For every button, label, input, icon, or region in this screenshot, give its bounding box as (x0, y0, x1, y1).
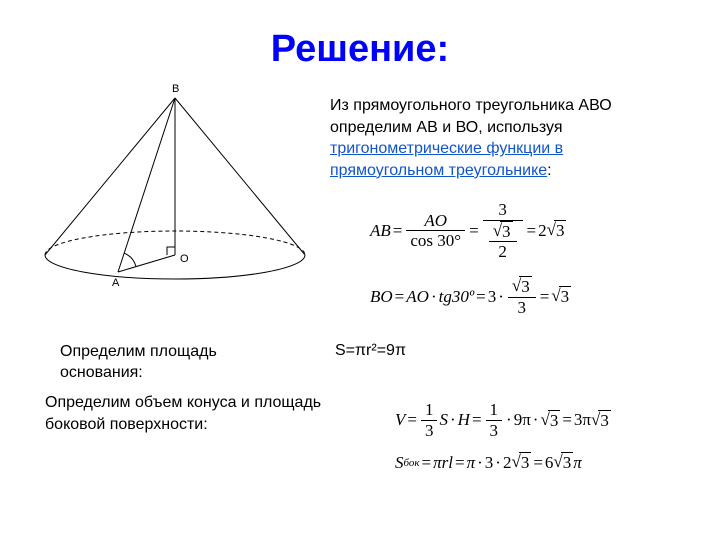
explain-colon: : (547, 162, 551, 179)
AB-frac2-den-sqrt: 3 (500, 221, 513, 242)
V-1b: 1 (486, 400, 503, 421)
V-3b: 3 (486, 421, 503, 441)
label-A: A (112, 277, 120, 289)
page-title: Решение: (0, 28, 720, 71)
Sbok-sqrt1: 3 (519, 452, 532, 473)
BO-lhs: BO (370, 287, 393, 307)
base-area-formula: S=πr²=9π (335, 342, 406, 360)
AB-frac2-num: 3 (483, 200, 523, 221)
segment-AB (118, 98, 175, 272)
segment-AO (118, 255, 175, 272)
Sbok-sub: бок (404, 457, 420, 469)
Sbok-pirl: πrl (433, 453, 453, 473)
right-angle-icon (167, 247, 175, 255)
Sbok-pi2: π (573, 453, 582, 473)
trig-link[interactable]: тригонометрические функции в прямоугольн… (330, 140, 563, 179)
V-sqrt2: 3 (598, 410, 611, 431)
Sbok-sqrt2: 3 (561, 452, 574, 473)
BO-frac-num: 3 (519, 276, 532, 297)
AB-rhs-sqrt: 3 (554, 220, 567, 241)
explanation-text: Из прямоугольного треугольника АВО опред… (330, 95, 670, 181)
Sbok-S: S (395, 453, 404, 473)
V-1a: 1 (421, 400, 438, 421)
formula-V: V = 13 S · H = 13 · 9π · √3 = 3π√3 (395, 400, 695, 440)
AB-frac1-num: AO (406, 211, 465, 232)
BO-rhs: 3 (559, 286, 572, 307)
AB-lhs: AB (370, 221, 391, 241)
base-area-label: Определим площадь основания: (60, 342, 290, 384)
BO-coeff: 3 (488, 287, 497, 307)
BO-frac-den: 3 (508, 298, 536, 318)
BO-tg: tg30º (439, 287, 475, 307)
Sbok-3: 3 (485, 453, 494, 473)
label-O: O (180, 253, 189, 265)
BO-AO: AO (406, 287, 429, 307)
V-S: S (439, 410, 448, 430)
formula-BO: BO = AO · tg30º = 3 · √3 3 = √3 (370, 276, 670, 317)
V-rhs: 3π (574, 410, 591, 430)
Sbok-pi: π (467, 453, 476, 473)
V-3a: 3 (421, 421, 438, 441)
base-front-arc (45, 255, 305, 279)
V-lhs: V (395, 410, 405, 430)
label-B: B (172, 83, 179, 95)
AB-frac1-den: cos 30° (406, 231, 465, 251)
V-9pi: 9π (514, 410, 531, 430)
V-H: H (458, 410, 470, 430)
V-sqrt1: 3 (548, 410, 561, 431)
AB-rhs-coeff: 2 (538, 221, 547, 241)
formula-Sbok: Sбок = πrl = π · 3 · 2√3 = 6√3π (395, 452, 695, 473)
volume-label: Определим объем конуса и площадь боковой… (45, 392, 375, 435)
formula-AB: AB = AO cos 30° = 3 √3 2 = 2√3 (370, 200, 670, 262)
Sbok-2: 2 (503, 453, 512, 473)
explain-line1: Из прямоугольного треугольника АВО (330, 97, 612, 114)
explain-line2: определим АВ и ВО, используя (330, 119, 563, 136)
cone-diagram: B O A (30, 80, 310, 290)
angle-arc (124, 253, 136, 266)
Sbok-6: 6 (545, 453, 554, 473)
AB-frac2-den-under: 2 (489, 242, 517, 262)
